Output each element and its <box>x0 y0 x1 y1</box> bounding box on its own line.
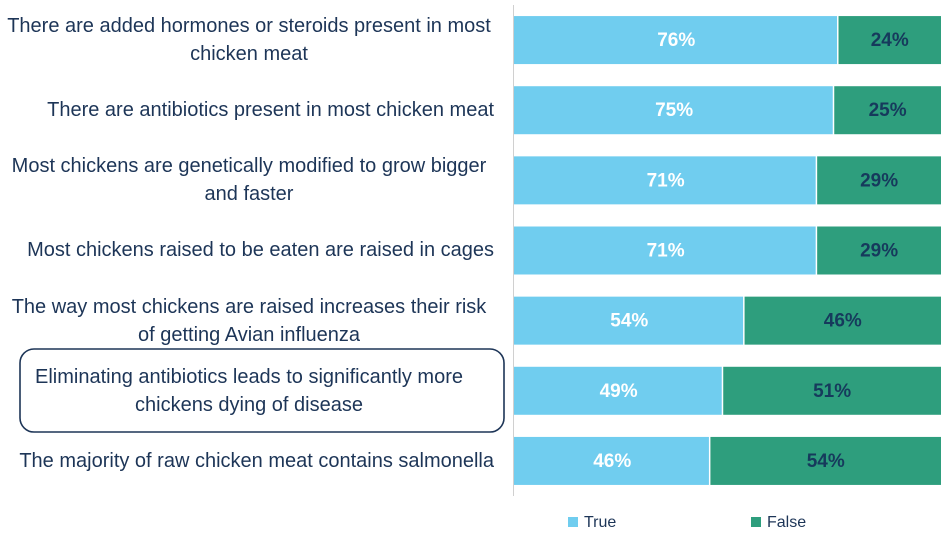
bar-segment <box>817 156 941 205</box>
bar-segment <box>514 156 816 205</box>
bar-segment <box>514 86 833 135</box>
bar-segment <box>514 436 709 485</box>
category-label-box: There are added hormones or steroids pre… <box>0 5 494 75</box>
data-label: 46% <box>593 451 631 472</box>
data-label: 29% <box>860 170 898 191</box>
category-label: The way most chickens are raised increas… <box>11 295 487 346</box>
bar-segment <box>834 86 941 135</box>
data-label: 29% <box>860 241 898 262</box>
category-label: The majority of raw chicken meat contain… <box>19 449 494 472</box>
data-label: 75% <box>655 100 693 121</box>
data-label: 71% <box>647 241 685 262</box>
category-label-box: The majority of raw chicken meat contain… <box>0 426 494 496</box>
legend-label: False <box>767 514 806 531</box>
data-label: 49% <box>600 381 638 402</box>
bar-segment <box>744 296 941 345</box>
bar-segment <box>710 436 941 485</box>
bar-segment <box>723 366 941 415</box>
bar-segment <box>817 226 941 275</box>
category-label: There are added hormones or steroids pre… <box>7 15 491 66</box>
data-label: 46% <box>824 311 862 332</box>
legend-label: True <box>584 514 616 531</box>
data-label: 76% <box>657 30 695 51</box>
legend-swatch <box>568 517 578 527</box>
bar-segment <box>514 296 744 345</box>
category-label: There are antibiotics present in most ch… <box>47 99 494 122</box>
category-label-box: Most chickens raised to be eaten are rai… <box>0 215 494 285</box>
legend-swatch <box>751 517 761 527</box>
category-label-box: There are antibiotics present in most ch… <box>0 75 494 145</box>
data-label: 54% <box>610 311 648 332</box>
data-label: 71% <box>647 170 685 191</box>
data-label: 51% <box>813 381 851 402</box>
category-label-box: The way most chickens are raised increas… <box>0 286 494 356</box>
data-label: 25% <box>869 100 907 121</box>
category-label-box: Eliminating antibiotics leads to signifi… <box>0 356 494 426</box>
bar-segment <box>838 16 941 65</box>
bar-segment <box>514 366 722 415</box>
data-label: 24% <box>871 30 909 51</box>
bar-segment <box>514 226 816 275</box>
category-label: Most chickens are genetically modified t… <box>11 155 487 206</box>
category-label: Most chickens raised to be eaten are rai… <box>27 239 494 262</box>
highlight-box <box>19 348 505 433</box>
category-label: Eliminating antibiotics leads to signifi… <box>35 365 463 416</box>
category-label-box: Most chickens are genetically modified t… <box>0 145 494 215</box>
data-label: 54% <box>807 451 845 472</box>
bar-segment <box>514 16 838 65</box>
